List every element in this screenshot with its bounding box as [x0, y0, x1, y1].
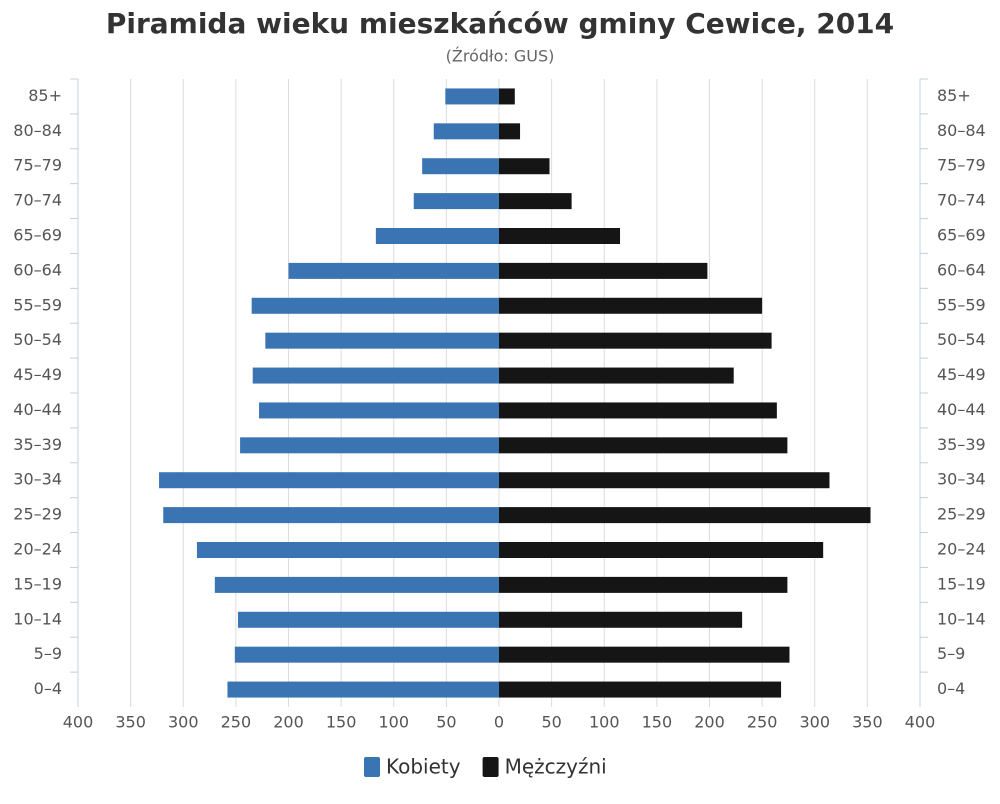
bar — [499, 88, 515, 105]
x-tick-label: 100 — [378, 713, 409, 732]
x-tick-label: 50 — [436, 713, 456, 732]
bar — [499, 367, 734, 384]
category-label: 70–74 — [13, 191, 62, 210]
bar — [237, 611, 500, 628]
category-label: 60–64 — [937, 260, 986, 279]
category-label: 40–44 — [13, 400, 62, 419]
category-label: 65–69 — [937, 226, 986, 245]
x-tick-label: 150 — [326, 713, 357, 732]
category-label: 75–79 — [937, 156, 986, 175]
bar — [499, 542, 824, 558]
legend-label: Mężczyźni — [505, 755, 607, 779]
bar — [499, 193, 572, 210]
category-label: 35–39 — [13, 435, 62, 454]
category-label: 85+ — [28, 86, 62, 105]
category-label: 80–84 — [937, 121, 986, 140]
bar — [413, 193, 499, 210]
x-tick-label: 200 — [694, 713, 725, 732]
chart-subtitle: (Źródło: GUS) — [446, 47, 555, 66]
x-tick-label: 300 — [168, 713, 199, 732]
bar — [214, 576, 499, 593]
x-tick-label: 300 — [799, 713, 830, 732]
bar — [445, 88, 499, 105]
category-label: 10–14 — [937, 609, 986, 628]
bar — [433, 123, 499, 140]
x-tick-label: 150 — [642, 713, 673, 732]
bar — [499, 646, 790, 663]
category-label: 20–24 — [13, 540, 62, 559]
bar — [159, 472, 500, 489]
bar — [375, 228, 499, 244]
category-label: 60–64 — [13, 260, 62, 279]
category-label: 30–34 — [937, 470, 986, 489]
x-tick-label: 250 — [747, 713, 778, 732]
bar — [499, 158, 550, 175]
bar — [252, 367, 499, 384]
category-label: 45–49 — [13, 365, 62, 384]
category-label: 80–84 — [13, 121, 62, 140]
category-label: 30–34 — [13, 470, 62, 489]
legend-label: Kobiety — [386, 755, 461, 779]
category-label: 5–9 — [34, 644, 62, 663]
bar — [499, 611, 743, 628]
bar — [240, 437, 499, 454]
category-label: 10–14 — [13, 609, 62, 628]
x-tick-label: 250 — [221, 713, 252, 732]
bar — [499, 576, 788, 593]
x-tick-label: 400 — [905, 713, 936, 732]
category-label: 40–44 — [937, 400, 986, 419]
legend-swatch — [482, 757, 499, 777]
category-label: 55–59 — [13, 295, 62, 314]
bar — [499, 472, 830, 489]
bar — [499, 123, 521, 140]
category-label: 55–59 — [937, 295, 986, 314]
category-label: 35–39 — [937, 435, 986, 454]
bar — [499, 297, 763, 314]
category-label: 50–54 — [937, 330, 986, 349]
x-tick-label: 400 — [63, 713, 94, 732]
bar — [259, 402, 499, 419]
x-tick-label: 350 — [852, 713, 883, 732]
category-label: 25–29 — [937, 505, 986, 524]
bar — [265, 332, 499, 349]
legend-swatch — [364, 757, 380, 777]
x-tick-label: 350 — [115, 713, 146, 732]
category-label: 45–49 — [937, 365, 986, 384]
bar — [499, 402, 777, 419]
bar — [499, 681, 782, 698]
chart-title: Piramida wieku mieszkańców gminy Cewice,… — [106, 7, 894, 40]
bar — [422, 158, 499, 175]
category-label: 85+ — [937, 86, 971, 105]
bar — [499, 228, 621, 244]
category-label: 15–19 — [13, 574, 62, 593]
x-tick-label: 50 — [541, 713, 561, 732]
bar — [499, 262, 708, 279]
category-label: 25–29 — [13, 505, 62, 524]
x-tick-label: 100 — [589, 713, 620, 732]
bar — [499, 507, 871, 524]
category-label: 50–54 — [13, 330, 62, 349]
category-label: 65–69 — [13, 226, 62, 245]
category-label: 75–79 — [13, 156, 62, 175]
x-tick-label: 200 — [273, 713, 304, 732]
bar — [499, 437, 788, 454]
category-label: 5–9 — [937, 644, 965, 663]
category-label: 0–4 — [34, 679, 62, 698]
bar — [227, 681, 499, 698]
bar — [499, 332, 772, 349]
bar — [288, 262, 499, 279]
category-label: 70–74 — [937, 191, 986, 210]
bar — [196, 542, 499, 558]
category-label: 15–19 — [937, 574, 986, 593]
category-label: 0–4 — [937, 679, 965, 698]
x-tick-label: 0 — [494, 713, 504, 732]
bar — [234, 646, 499, 663]
bar — [163, 507, 499, 524]
category-label: 20–24 — [937, 540, 986, 559]
bar — [251, 297, 499, 314]
